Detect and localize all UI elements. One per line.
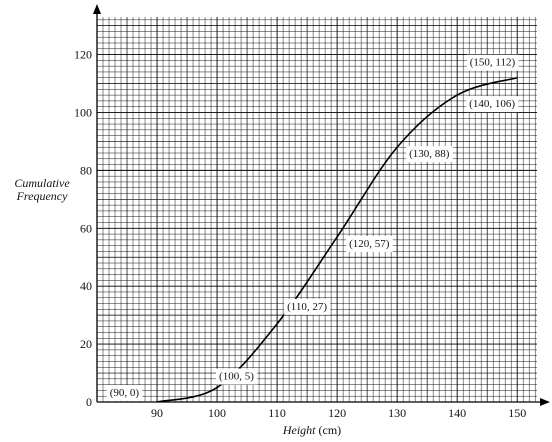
point-label-text: (140, 106) xyxy=(469,98,515,110)
y-tick-label: 120 xyxy=(74,48,92,62)
y-tick-label: 40 xyxy=(80,279,92,293)
x-axis-title-text: Height xyxy=(282,423,316,437)
x-tick-label: 120 xyxy=(328,406,346,420)
point-label-text: (90, 0) xyxy=(110,387,140,399)
x-tick-label: 100 xyxy=(208,406,226,420)
x-axis-unit: (cm) xyxy=(319,423,342,437)
axes xyxy=(93,4,550,406)
grid xyxy=(97,17,537,402)
y-tick-label: 100 xyxy=(74,105,92,119)
x-tick-label: 130 xyxy=(388,406,406,420)
ticks: 90 100 110 120 130 140 150 0 20 40 60 80 100 120 xyxy=(74,48,526,420)
x-axis-title: Height (cm) xyxy=(282,423,341,437)
point-label-text: (120, 57) xyxy=(349,238,390,250)
x-tick-label: 110 xyxy=(268,406,286,420)
point-label: (100, 5) xyxy=(216,368,258,385)
curve xyxy=(156,76,518,403)
point-label: (90, 0) xyxy=(106,385,143,401)
y-axis-arrow-icon xyxy=(93,4,101,14)
point-label: (140, 106) xyxy=(466,96,519,113)
y-tick-label: 20 xyxy=(80,337,92,351)
point-label: (150, 112) xyxy=(466,54,519,71)
x-tick-label: 140 xyxy=(448,406,466,420)
point-label: (130, 88) xyxy=(406,146,453,163)
point-label-text: (110, 27) xyxy=(287,301,327,313)
point-label: (120, 57) xyxy=(346,235,393,252)
point-label-box xyxy=(466,54,519,71)
point-label-text: (150, 112) xyxy=(470,57,516,69)
x-tick-label: 150 xyxy=(508,406,526,420)
y-tick-label: 60 xyxy=(80,221,92,235)
point-label-box xyxy=(106,385,143,401)
x-tick-label: 90 xyxy=(151,406,163,420)
y-tick-label: 80 xyxy=(80,163,92,177)
point-labels: (90, 0) (100, 5) (110, 27) (120, 57) (130, 8… xyxy=(106,54,519,401)
point-label-text: (100, 5) xyxy=(219,371,254,383)
cumulative-frequency-curve xyxy=(156,76,518,403)
y-tick-label: 0 xyxy=(86,395,92,409)
point-label-box xyxy=(346,235,393,252)
point-label-box xyxy=(406,146,453,163)
x-axis-arrow-icon xyxy=(540,398,550,406)
point-label-box xyxy=(284,298,331,315)
point-label-box xyxy=(216,368,258,385)
point-label-box xyxy=(466,96,519,113)
y-axis-title-line2: Frequency xyxy=(16,189,69,203)
y-axis-title-line1: Cumulative xyxy=(14,176,70,190)
point-label-text: (130, 88) xyxy=(409,148,450,160)
point-label: (110, 27) xyxy=(284,298,331,315)
